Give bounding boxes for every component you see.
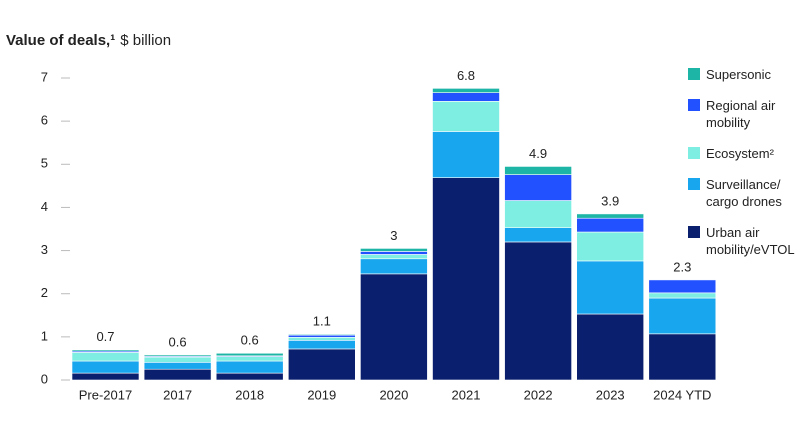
bar-segment <box>432 92 500 102</box>
legend-item: Surveillance/ cargo drones <box>688 176 806 210</box>
bar-segment <box>504 241 572 381</box>
y-tick-label: 3 <box>41 242 48 257</box>
bar-segment <box>143 362 212 370</box>
total-label: 0.6 <box>169 334 187 349</box>
bar-segment <box>432 131 500 178</box>
legend-label: Ecosystem² <box>706 146 774 161</box>
legend: Supersonic Regional air mobility Ecosystem… <box>688 66 806 258</box>
bar-segment <box>215 360 284 374</box>
legend-label: Urban air mobility/eVTOL <box>706 225 795 257</box>
bar-segment <box>504 200 572 229</box>
bar-segment <box>143 368 212 381</box>
x-tick-label: 2021 <box>452 387 481 402</box>
legend-swatch <box>688 178 700 190</box>
bar-segment <box>432 177 500 381</box>
x-tick-label: 2017 <box>163 387 192 402</box>
total-label: 1.1 <box>313 314 331 329</box>
bar-segment <box>287 334 356 338</box>
bar-segment <box>143 354 212 357</box>
y-tick-label: 6 <box>41 113 48 128</box>
bar-segment <box>648 292 717 299</box>
x-tick-label: 2018 <box>235 387 264 402</box>
y-tick-label: 7 <box>41 69 48 84</box>
legend-item: Urban air mobility/eVTOL <box>688 224 806 258</box>
legend-item: Ecosystem² <box>688 145 806 162</box>
bar-segment <box>360 248 428 252</box>
total-label: 3.9 <box>601 193 619 208</box>
bar-segment <box>360 254 428 260</box>
total-label: 4.9 <box>529 146 547 161</box>
x-tick-label: 2023 <box>596 387 625 402</box>
legend-swatch <box>688 99 700 111</box>
legend-swatch <box>688 68 700 80</box>
bar-segment <box>215 356 284 362</box>
total-label: 0.7 <box>96 329 114 344</box>
bar-segment <box>71 349 140 352</box>
bar-segment <box>360 273 428 381</box>
total-label: 2.3 <box>673 259 691 274</box>
bar-segment <box>504 227 572 243</box>
bar-segment <box>71 360 140 374</box>
bar-segment <box>71 372 140 381</box>
x-tick-label: 2022 <box>524 387 553 402</box>
y-tick-label: 5 <box>41 156 48 171</box>
title: Value of deals,¹ <box>6 32 115 49</box>
y-tick-label: 2 <box>41 285 48 300</box>
y-tick-label: 4 <box>41 199 48 214</box>
total-label: 0.6 <box>241 333 259 348</box>
bar-segment <box>287 340 356 350</box>
bar-segment <box>287 336 356 341</box>
bar-segment <box>576 217 645 233</box>
total-label: 6.8 <box>457 68 475 83</box>
bar-segment <box>287 348 356 381</box>
legend-item: Supersonic <box>688 66 806 83</box>
bar-segment <box>648 279 717 294</box>
legend-label: Supersonic <box>706 67 772 82</box>
bar-segment <box>215 372 284 381</box>
bar-segment <box>360 258 428 275</box>
bar-segment <box>576 260 645 315</box>
x-tick-label: Pre-2017 <box>79 387 132 402</box>
bar-segment <box>287 333 356 336</box>
y-tick-label: 0 <box>41 371 48 386</box>
bar-segment <box>504 166 572 175</box>
bar-segment <box>576 213 645 219</box>
legend-label: Surveillance/ cargo drones <box>706 177 782 209</box>
chart-title: Value of deals,¹ $ billion <box>6 32 171 49</box>
bar-segment <box>576 231 645 262</box>
legend-label: Regional air mobility <box>706 98 776 130</box>
bar-segment <box>504 174 572 201</box>
bar-segment <box>432 100 500 132</box>
bar-segment <box>215 352 284 357</box>
unit: $ billion <box>120 32 171 49</box>
bar-segment <box>576 313 645 381</box>
y-tick-label: 1 <box>41 328 48 343</box>
bar-segment <box>432 88 500 93</box>
bar-segment <box>648 333 717 381</box>
legend-swatch <box>688 147 700 159</box>
bar-segment <box>143 356 212 363</box>
x-tick-label: 2019 <box>307 387 336 402</box>
x-tick-label: 2020 <box>379 387 408 402</box>
total-label: 3 <box>390 228 397 243</box>
legend-item: Regional air mobility <box>688 97 806 131</box>
legend-swatch <box>688 226 700 238</box>
bar-segment <box>360 251 428 255</box>
bar-segment <box>648 297 717 335</box>
bar-segment <box>71 352 140 362</box>
x-tick-label: 2024 YTD <box>653 387 711 402</box>
